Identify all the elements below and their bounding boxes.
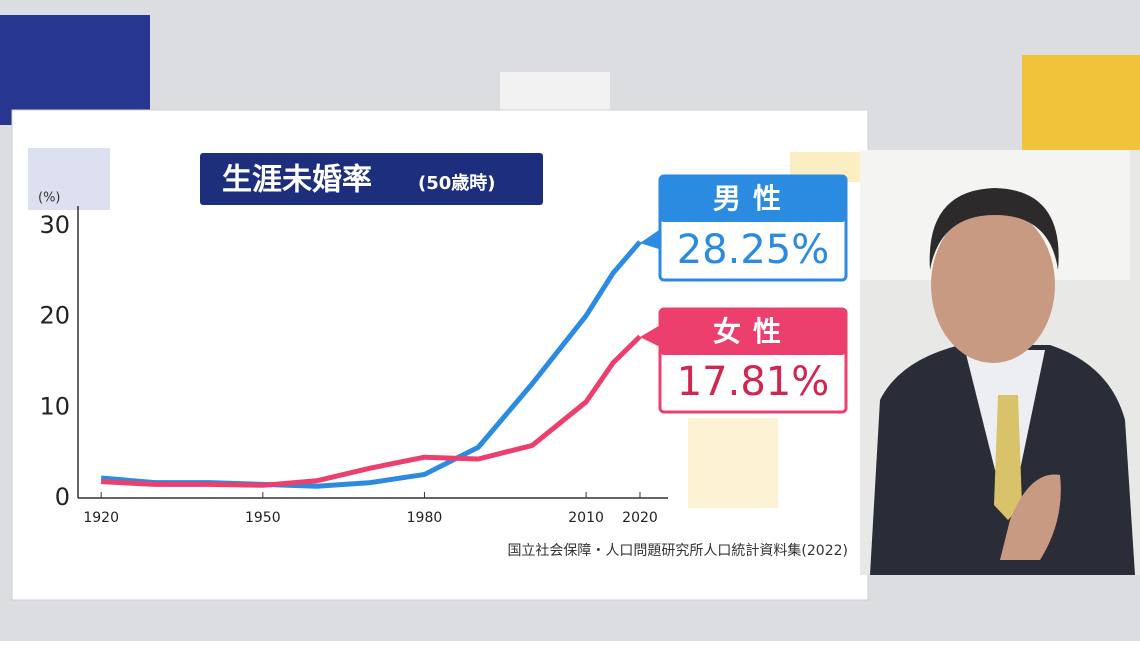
decor-block (1022, 55, 1140, 165)
y-axis-label: (%) (38, 191, 61, 206)
y-tick-label: 10 (39, 392, 70, 420)
decor-block (500, 72, 610, 112)
source-note: 国立社会保障・人口問題研究所人口統計資料集(2022) (507, 542, 848, 559)
x-tick-label: 1980 (407, 510, 443, 526)
legend-label: 女性 (713, 315, 793, 348)
value-label: 17.81% (677, 359, 830, 405)
legend-label: 男性 (713, 182, 793, 215)
y-tick-label: 30 (39, 211, 70, 239)
chart-subtitle: (50歳時) (418, 173, 496, 194)
y-tick-label: 0 (55, 483, 70, 511)
callout-header (660, 176, 846, 222)
callout-header (660, 309, 846, 355)
value-label: 28.25% (677, 227, 830, 273)
person-tie (994, 395, 1022, 520)
x-tick-label: 1920 (83, 510, 119, 526)
y-tick-label: 20 (39, 302, 70, 330)
decor-block (28, 148, 110, 210)
series-line (101, 334, 642, 488)
x-tick-label: 1950 (245, 510, 281, 526)
male-callout: 男性 28.25% (640, 174, 848, 282)
female-callout: 女性 17.81% (640, 307, 848, 414)
callout-pointer (640, 324, 662, 348)
decor-block (0, 15, 150, 125)
callout-pointer (640, 228, 662, 250)
person-hand (1000, 474, 1061, 560)
person-face (931, 207, 1055, 363)
title-box (200, 153, 543, 205)
x-tick-label: 2010 (568, 510, 604, 526)
x-tick-label: 2020 (622, 510, 658, 526)
person-hair (929, 188, 1059, 270)
chart-title: 生涯未婚率 (222, 163, 372, 198)
decor-block (688, 418, 778, 508)
